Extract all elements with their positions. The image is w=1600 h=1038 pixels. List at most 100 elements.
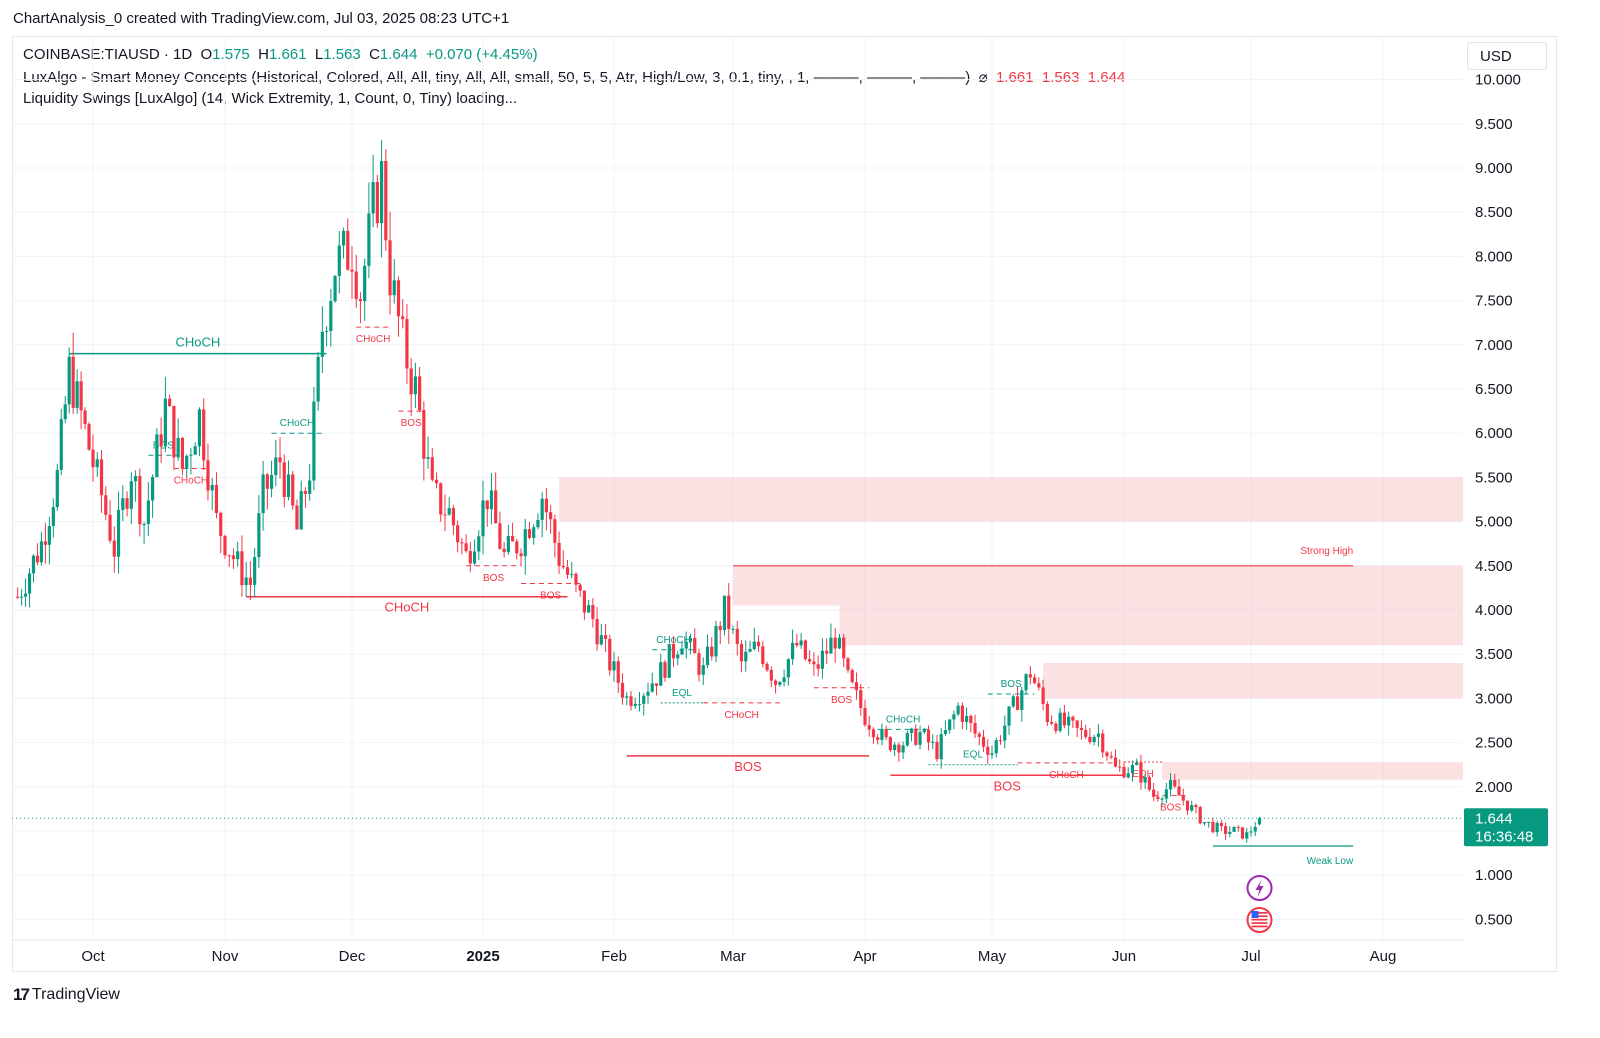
candle-body: [375, 182, 379, 224]
candle-body: [426, 457, 430, 459]
price-tick-label: 6.000: [1475, 425, 1513, 442]
candle-body: [138, 476, 142, 525]
flag-stripe: [1251, 915, 1268, 918]
flag-stripe: [1251, 918, 1268, 921]
candle-body: [1024, 674, 1028, 691]
candle-body: [1032, 677, 1037, 684]
candle-body: [261, 474, 265, 514]
candle-body: [561, 565, 565, 568]
candle-body: [625, 696, 629, 698]
candle-body: [51, 507, 55, 527]
price-tick-label: 4.000: [1475, 602, 1513, 619]
candle-body: [854, 682, 859, 691]
candle-body: [1041, 687, 1045, 705]
candle-body: [265, 474, 269, 489]
indicator-legend-liquidity[interactable]: Liquidity Swings [LuxAlgo] (14, Wick Ext…: [23, 90, 517, 107]
candle-body: [837, 637, 842, 649]
candle-body: [1190, 805, 1194, 811]
flag-stripe: [1251, 922, 1268, 924]
tradingview-footer[interactable]: 17 TradingView: [13, 985, 120, 1005]
low-label: L: [314, 46, 324, 63]
candle-body: [1232, 826, 1236, 832]
candle-body: [969, 715, 973, 724]
currency-button[interactable]: USD: [1467, 42, 1547, 70]
candle-body: [565, 567, 570, 575]
flag-stripe: [1251, 925, 1268, 928]
candle-body: [633, 703, 637, 707]
candle-body: [1118, 766, 1122, 768]
candle-body: [973, 723, 977, 734]
candle-body: [104, 495, 108, 515]
candle-body: [918, 732, 922, 745]
structure-label: BOS: [993, 778, 1021, 793]
time-tick-label: Nov: [212, 948, 239, 965]
candle-body: [1122, 766, 1126, 778]
candle-body: [23, 593, 28, 597]
candle-body: [1054, 723, 1058, 731]
candle-body: [654, 683, 659, 686]
candle-body: [986, 746, 990, 755]
candle-body: [112, 540, 116, 557]
candle-body: [1202, 822, 1207, 824]
price-change: +0.070 (+4.45%): [425, 46, 538, 63]
candle-body: [773, 680, 778, 685]
candle-body: [244, 577, 248, 586]
symbol-name[interactable]: COINBASE:TIAUSD · 1D: [23, 46, 193, 63]
candle-body: [95, 459, 99, 468]
candle-body: [863, 707, 867, 726]
candle-body: [299, 491, 303, 530]
candle-body: [1168, 779, 1173, 790]
candle-body: [578, 584, 582, 591]
structure-label: CHoCH: [356, 334, 390, 345]
candle-body: [1253, 826, 1257, 832]
candle-body: [833, 637, 837, 649]
candle-body: [599, 635, 603, 645]
candle-body: [1152, 789, 1156, 797]
candle-body: [155, 434, 159, 477]
candle-body: [998, 740, 1003, 742]
tradingview-logo[interactable]: 17: [13, 985, 30, 1004]
price-axis[interactable]: 10.000 9.500 9.000 8.500 8.000 7.500 7.000 6.50…: [1475, 72, 1521, 929]
candle-body: [1109, 756, 1113, 758]
candle-body: [519, 553, 523, 557]
time-axis[interactable]: Oct Nov Dec 2025 Feb Mar Apr May Jun Jul Aug: [81, 948, 1396, 965]
candle-body: [257, 513, 261, 558]
candle-body: [1126, 773, 1130, 778]
last-price-value: 1.644: [1475, 810, 1513, 827]
time-tick-label: Mar: [720, 948, 746, 965]
candle-body: [710, 646, 714, 657]
tradingview-brand[interactable]: TradingView: [31, 986, 120, 1003]
open-value: 1.575: [212, 46, 250, 63]
candle-body: [422, 410, 426, 459]
candle-body: [55, 469, 59, 508]
candlestick-series: [16, 140, 1262, 843]
symbol-legend[interactable]: COINBASE:TIAUSD · 1D O1.575 H1.661 L1.56…: [23, 46, 538, 63]
candle-body: [1185, 800, 1190, 811]
candle-body: [799, 640, 803, 646]
chart-frame: [12, 36, 1557, 972]
candle-body: [282, 462, 286, 498]
indicator-liquidity-name[interactable]: Liquidity Swings [LuxAlgo] (14, Wick Ext…: [23, 90, 518, 107]
candle-body: [816, 664, 820, 669]
candle-body: [210, 485, 214, 491]
structure-label: BOS: [153, 440, 174, 451]
candle-body: [286, 474, 291, 498]
structure-label: BOS: [831, 695, 852, 706]
candle-body: [248, 577, 252, 585]
candle-body: [1245, 832, 1249, 839]
candle-body: [752, 641, 756, 650]
candle-body: [1015, 696, 1020, 710]
candle-body: [1101, 733, 1105, 753]
candle-body: [956, 705, 960, 715]
candle-body: [620, 682, 625, 698]
candle-body: [354, 271, 358, 300]
candle-body: [172, 406, 176, 458]
candle-body: [231, 555, 236, 560]
candle-body: [303, 491, 308, 494]
candle-body: [206, 460, 210, 491]
candle-body: [278, 457, 282, 463]
candle-body: [812, 661, 816, 665]
candle-body: [472, 551, 477, 564]
low-value: 1.563: [323, 46, 361, 63]
